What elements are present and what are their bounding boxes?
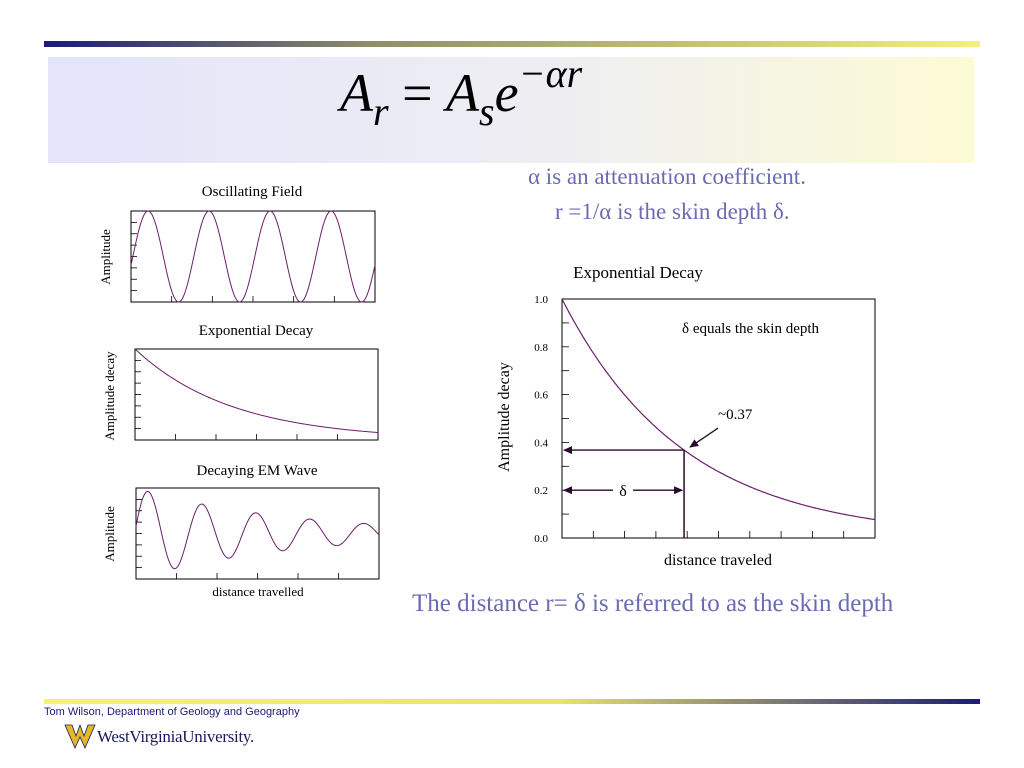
y-tick-label: 0.8 [534, 342, 548, 354]
y-tick-label: 0.6 [534, 390, 548, 402]
formula-lhs-base: A [340, 63, 373, 123]
tick-marks [136, 498, 339, 579]
tick-marks [135, 359, 338, 440]
delta-label: δ [619, 483, 627, 500]
skin-depth-chart: Exponential Decay Amplitude decay 0.0 0.2… [496, 263, 876, 569]
x-axis-label: distance travelled [212, 584, 304, 599]
y-axis-label: Amplitude decay [496, 362, 513, 472]
skin-depth-note: δ equals the skin depth [682, 321, 820, 337]
exponential-decay-small-chart: Exponential Decay Amplitude decay [102, 323, 379, 441]
formula-exponent: −αr [518, 51, 583, 96]
note-skin-depth: r =1/α is the skin depth δ. [555, 199, 790, 224]
formula: Ar = Ase−αr [340, 54, 582, 132]
data-line [134, 348, 379, 434]
y-axis-label: Amplitude [102, 506, 117, 562]
formula-rhs-base: A [446, 63, 480, 123]
data-line [130, 210, 376, 303]
decaying-em-wave-chart: Decaying EM Wave Amplitude distance trav… [102, 463, 380, 599]
tick-marks [131, 221, 335, 302]
plot-frame [134, 348, 379, 441]
y-tick-labels: 0.0 0.2 0.4 0.6 0.8 1.0 [534, 294, 548, 545]
y-tick-label: 0.2 [534, 485, 548, 497]
footer-credit: Tom Wilson, Department of Geology and Ge… [44, 706, 300, 718]
y-tick-label: 1.0 [534, 294, 548, 306]
formula-equals: = [388, 63, 447, 123]
chart-title: Oscillating Field [202, 184, 303, 200]
formula-rhs-sub: s [479, 89, 495, 134]
wvu-logo-icon [64, 723, 96, 749]
chart-title: Decaying EM Wave [197, 463, 318, 479]
data-line [561, 298, 876, 521]
plot-frame [135, 487, 380, 580]
formula-lhs-sub: r [373, 89, 389, 134]
value-label: ~0.37 [718, 407, 753, 423]
chart-title: Exponential Decay [199, 323, 314, 339]
oscillating-field-chart: Oscillating Field Amplitude [98, 184, 376, 303]
formula-exp-base: e [494, 63, 519, 123]
value-pointer-arrow [689, 427, 719, 448]
note-attenuation: α is an attenuation coefficient. [528, 164, 806, 189]
y-tick-label: 0.4 [534, 437, 548, 449]
bottom-rule [44, 699, 980, 704]
y-tick-label: 0.0 [534, 533, 548, 545]
caption: The distance r= δ is referred to as the … [412, 590, 894, 617]
title-band [48, 57, 974, 163]
university-name: WestVirginiaUniversity. [97, 727, 254, 746]
y-axis-label: Amplitude [98, 229, 113, 285]
data-line [135, 490, 380, 570]
tick-marks [562, 322, 845, 538]
y-axis-label: Amplitude decay [102, 351, 117, 441]
chart-title: Exponential Decay [573, 263, 703, 282]
top-rule [44, 41, 980, 47]
x-axis-label: distance traveled [664, 552, 772, 569]
